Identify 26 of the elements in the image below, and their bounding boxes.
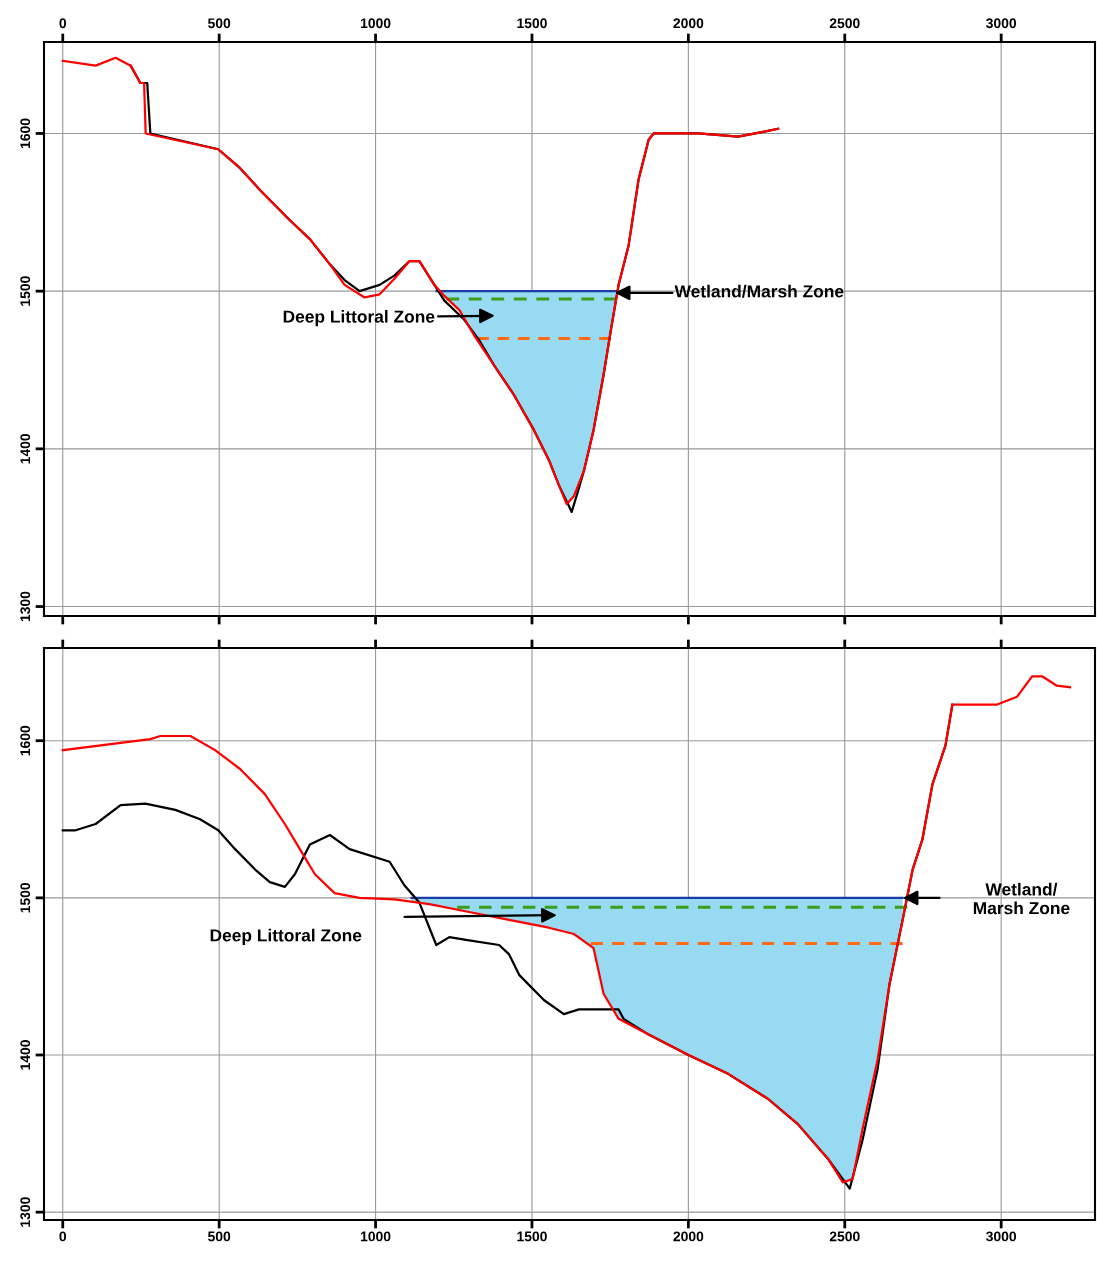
x-tick-label: 2500 — [829, 18, 860, 29]
x-tick-label: 1000 — [360, 18, 391, 29]
x-tick-label: 1000 — [360, 1231, 391, 1242]
y-tick-label: 1300 — [20, 591, 31, 622]
x-tick-label: 3000 — [986, 18, 1017, 29]
x-tick-label: 0 — [59, 1231, 67, 1242]
y-tick-label: 1400 — [20, 1040, 31, 1070]
x-tick-label: 500 — [208, 1231, 231, 1242]
y-tick-label: 1500 — [20, 882, 31, 913]
x-tick-label: 2000 — [673, 1231, 704, 1242]
y-tick-label: 1300 — [20, 1197, 31, 1227]
y-tick-label: 1600 — [20, 725, 31, 756]
annotation: Wetland/Marsh Zone — [674, 284, 844, 298]
x-tick-label: 3000 — [986, 1231, 1017, 1242]
x-tick-label: 500 — [208, 18, 231, 29]
x-tick-label: 1500 — [517, 18, 547, 29]
y-tick-label: 1400 — [20, 433, 31, 464]
annotation: Deep Littoral Zone — [283, 310, 435, 327]
annotation: Deep Littoral Zone — [210, 928, 362, 945]
annotation: Wetland/ Marsh Zone — [973, 882, 1070, 915]
x-tick-label: 2500 — [829, 1231, 860, 1242]
x-tick-label: 2000 — [673, 18, 704, 29]
y-tick-label: 1600 — [20, 118, 31, 149]
x-tick-label: 1500 — [517, 1231, 547, 1242]
y-tick-label: 1500 — [20, 276, 31, 306]
x-tick-label: 0 — [59, 18, 67, 29]
